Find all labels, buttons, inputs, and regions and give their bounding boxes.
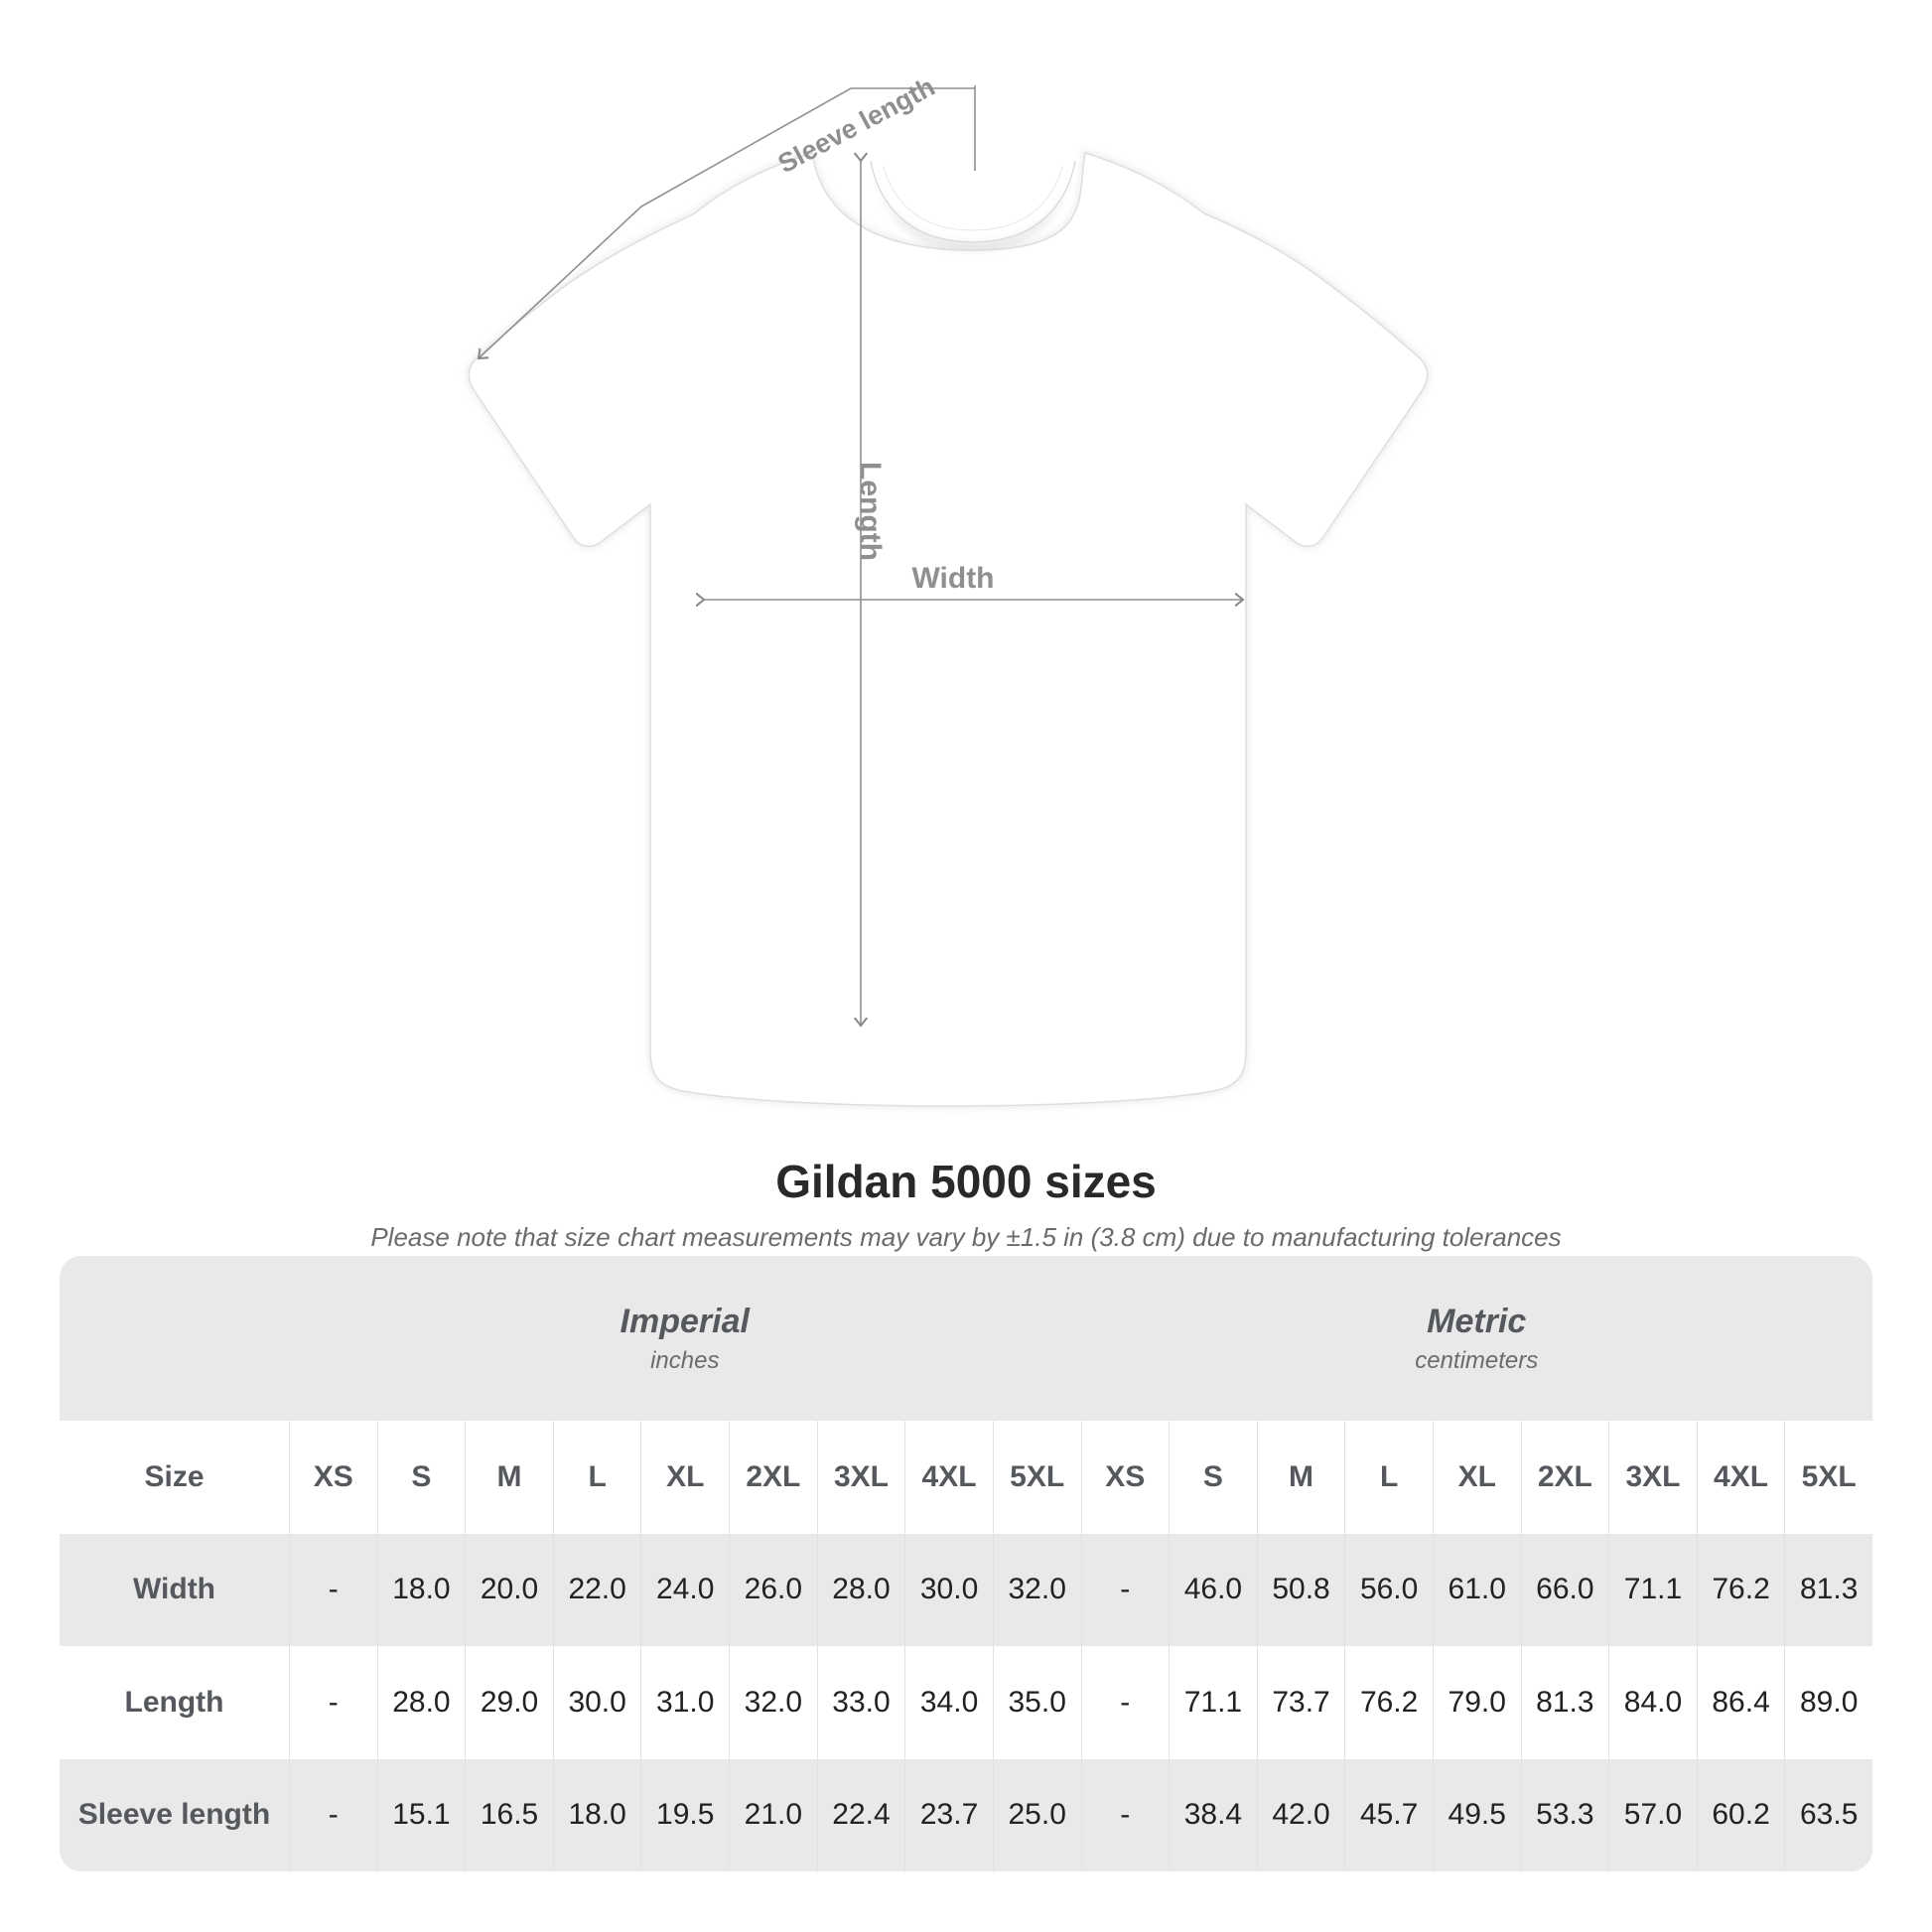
svg-text:Width: Width [911,562,994,595]
svg-text:Length: Length [854,462,887,561]
